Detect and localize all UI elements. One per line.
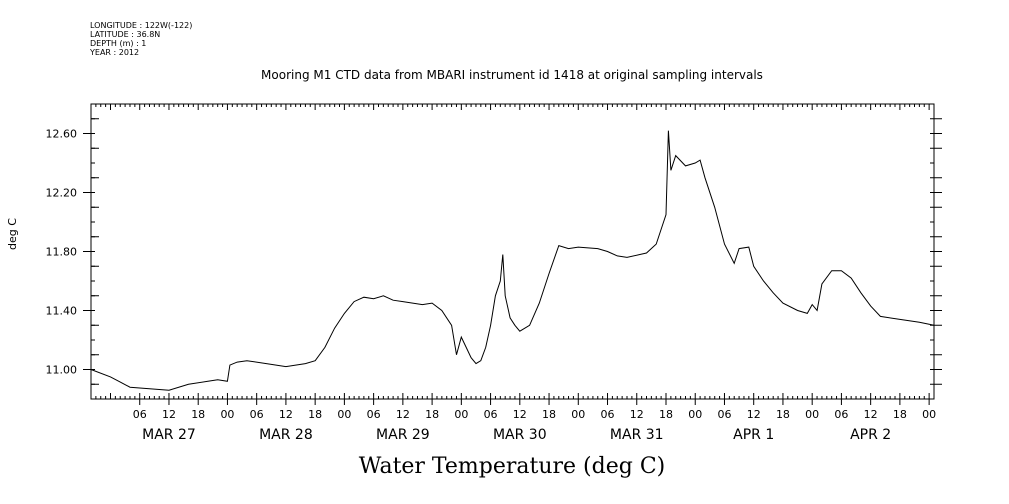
- x-tick-label: 12: [162, 408, 176, 421]
- x-tick-label: 18: [308, 408, 322, 421]
- year-label: YEAR : 2012: [90, 48, 140, 57]
- metadata-header: LONGITUDE : 122W(-122) LATITUDE : 36.8N …: [90, 21, 192, 57]
- x-axis-label: Water Temperature (deg C): [358, 454, 666, 479]
- x-tick-label: 06: [133, 408, 147, 421]
- water-temperature-line: [90, 130, 935, 391]
- x-tick-label: 00: [220, 408, 234, 421]
- x-tick-label: 18: [659, 408, 673, 421]
- x-day-label: MAR 30: [493, 427, 547, 443]
- x-tick-label: 00: [922, 408, 936, 421]
- x-tick-label: 06: [250, 408, 264, 421]
- chart-title: Mooring M1 CTD data from MBARI instrumen…: [261, 68, 763, 82]
- x-tick-label: 06: [367, 408, 381, 421]
- x-tick-label: 12: [630, 408, 644, 421]
- x-day-label: MAR 28: [259, 427, 313, 443]
- y-tick-label: 11.00: [46, 364, 78, 377]
- x-tick-label: 00: [337, 408, 351, 421]
- y-tick-label: 12.20: [46, 187, 78, 200]
- x-tick-label: 12: [747, 408, 761, 421]
- y-tick-label: 11.40: [46, 305, 78, 318]
- x-day-label: MAR 29: [376, 427, 430, 443]
- x-tick-label: 12: [279, 408, 293, 421]
- y-tick-label: 12.60: [46, 128, 78, 141]
- x-day-label: APR 1: [733, 427, 774, 443]
- depth-label: DEPTH (m) : 1: [90, 39, 147, 48]
- longitude-label: LONGITUDE : 122W(-122): [90, 21, 193, 30]
- x-tick-label: 12: [513, 408, 527, 421]
- x-tick-label: 18: [893, 408, 907, 421]
- x-tick-label: 18: [542, 408, 556, 421]
- y-axis-label: deg C: [6, 218, 19, 250]
- latitude-label: LATITUDE : 36.8N: [90, 30, 161, 39]
- x-tick-label: 00: [454, 408, 468, 421]
- x-tick-label: 06: [601, 408, 615, 421]
- plot-frame: [90, 103, 935, 400]
- x-tick-label: 06: [484, 408, 498, 421]
- x-tick-label: 12: [864, 408, 878, 421]
- x-tick-label: 00: [688, 408, 702, 421]
- x-day-label: APR 2: [850, 427, 891, 443]
- x-tick-label: 18: [425, 408, 439, 421]
- x-day-label: MAR 27: [142, 427, 196, 443]
- x-tick-label: 18: [191, 408, 205, 421]
- x-tick-label: 12: [396, 408, 410, 421]
- x-tick-label: 18: [776, 408, 790, 421]
- x-tick-label: 06: [717, 408, 731, 421]
- x-tick-label: 00: [571, 408, 585, 421]
- x-day-label: MAR 31: [610, 427, 664, 443]
- y-tick-label: 11.80: [46, 246, 78, 259]
- x-tick-label: 00: [805, 408, 819, 421]
- x-tick-label: 06: [834, 408, 848, 421]
